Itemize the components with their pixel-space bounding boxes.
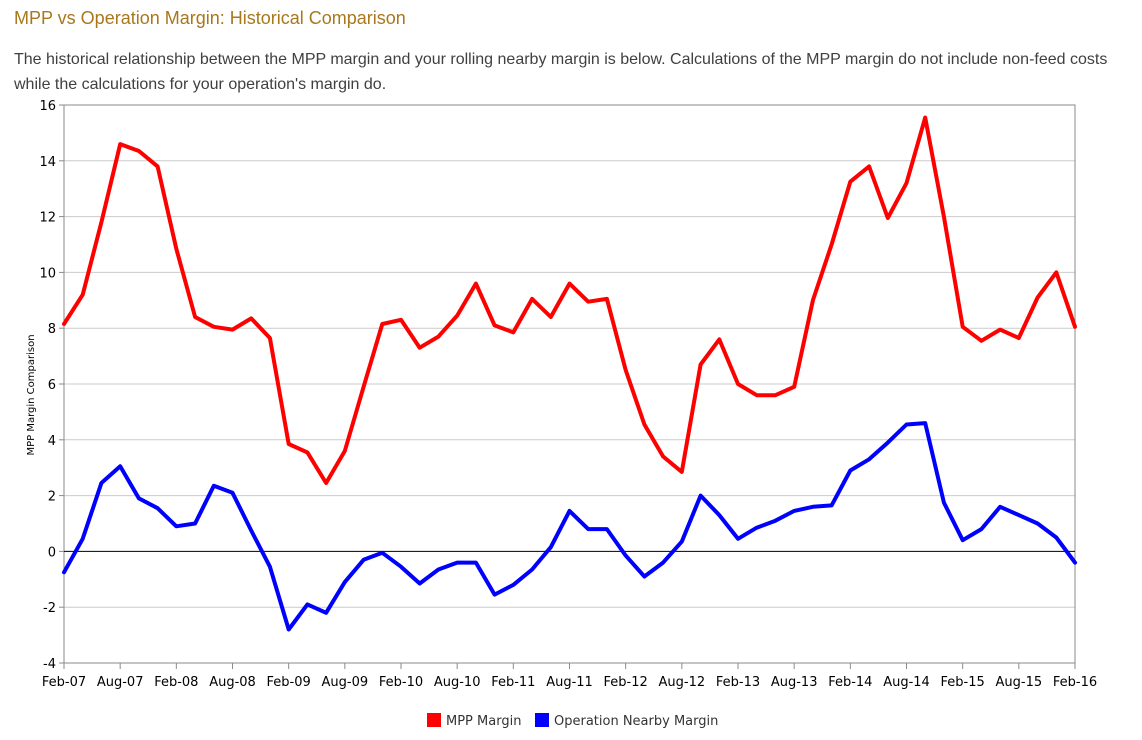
y-tick-label: 8 <box>48 322 56 337</box>
x-tick-label: Feb-09 <box>267 675 311 690</box>
y-tick-label: 16 <box>39 99 56 114</box>
x-tick-label: Feb-11 <box>491 675 535 690</box>
y-tick-label: 2 <box>48 490 56 505</box>
x-tick-label: Feb-07 <box>42 675 86 690</box>
legend-item-mpp-margin[interactable]: MPP Margin <box>427 713 521 729</box>
legend-label: Operation Nearby Margin <box>554 714 718 729</box>
x-tick-label: Feb-12 <box>604 675 648 690</box>
x-tick-label: Aug-15 <box>996 675 1043 690</box>
x-tick-label: Aug-10 <box>434 675 481 690</box>
x-tick-label: Aug-13 <box>771 675 818 690</box>
legend-item-operation-nearby-margin[interactable]: Operation Nearby Margin <box>535 713 718 729</box>
y-tick-label: -4 <box>43 657 56 672</box>
x-tick-label: Aug-07 <box>97 675 144 690</box>
x-tick-label: Feb-13 <box>716 675 760 690</box>
x-tick-label: Feb-15 <box>941 675 985 690</box>
operation-nearby-margin-line <box>62 421 1077 632</box>
y-tick-label: -2 <box>43 601 56 616</box>
page-title: MPP vs Operation Margin: Historical Comp… <box>14 8 406 28</box>
y-axis-label: MPP Margin Comparison <box>26 334 37 455</box>
page-description: The historical relationship between the … <box>14 51 1108 93</box>
x-tick-label: Aug-08 <box>209 675 256 690</box>
x-tick-label: Aug-11 <box>546 675 593 690</box>
gridlines <box>64 160 1075 608</box>
x-tick-label: Feb-14 <box>828 675 872 690</box>
y-tick-label: 14 <box>39 155 56 170</box>
x-axis: Feb-07 Aug-07 Feb-08 Aug-08 Feb-09 Aug-09 Feb-… <box>42 663 1097 690</box>
legend-swatch <box>535 713 549 727</box>
legend: MPP Margin Operation Nearby Margin <box>427 713 718 729</box>
y-tick-label: 6 <box>48 378 56 393</box>
y-tick-label: 12 <box>39 211 56 226</box>
x-tick-label: Aug-14 <box>883 675 930 690</box>
legend-swatch <box>427 713 441 727</box>
y-tick-label: 10 <box>39 266 56 281</box>
x-tick-label: Aug-12 <box>659 675 706 690</box>
y-tick-label: 4 <box>48 434 56 449</box>
mpp-margin-line <box>62 115 1077 485</box>
series-lines <box>62 115 1077 632</box>
x-tick-label: Feb-08 <box>154 675 198 690</box>
x-tick-label: Aug-09 <box>322 675 369 690</box>
y-tick-label: 0 <box>48 545 56 560</box>
legend-label: MPP Margin <box>446 714 521 729</box>
x-tick-label: Feb-16 <box>1053 675 1097 690</box>
y-axis: -4 -2 0 2 4 6 8 10 12 14 16 <box>39 99 64 672</box>
x-tick-label: Feb-10 <box>379 675 423 690</box>
